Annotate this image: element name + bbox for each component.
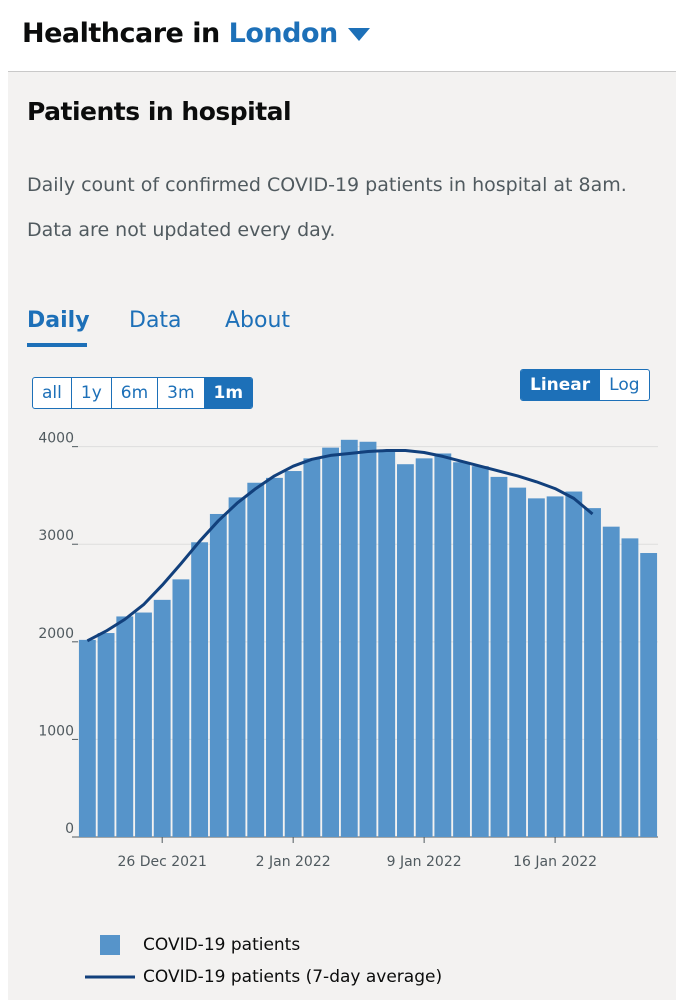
tab-underline [27,343,87,347]
bar [191,542,209,837]
x-tick-label: 16 Jan 2022 [513,854,597,870]
bar [266,477,283,837]
tab[interactable]: Data [129,308,182,333]
location-dropdown[interactable]: London [229,18,370,49]
y-tick-label: 3000 [38,528,74,544]
x-tick-label: 26 Dec 2021 [117,854,206,870]
bar [340,439,358,837]
bar [490,476,508,837]
bar [153,599,171,837]
description: Daily count of confirmed COVID-19 patien… [27,174,627,196]
header-title: Healthcare in [22,18,220,49]
bar [527,498,545,837]
bar [78,639,96,837]
bar [228,497,246,837]
bar [284,471,302,837]
x-tick-label: 2 Jan 2022 [256,854,331,870]
bar [509,487,527,837]
tab[interactable]: Daily [27,308,90,333]
range-button[interactable]: 1y [72,378,112,408]
bar [546,496,564,837]
description: Data are not updated every day. [27,219,336,241]
bar [434,453,452,837]
bar [359,441,377,837]
bar [640,553,658,837]
location[interactable]: London [228,18,339,49]
range-selector: all 1y 6m 3m 1m [32,377,254,409]
x-tick-label: 9 Jan 2022 [387,854,462,870]
y-tick-label: 4000 [38,431,74,447]
bar [602,526,620,837]
average-line [86,449,594,643]
y-tick-label: 2000 [38,626,74,642]
scale-button[interactable]: Log [609,375,640,395]
scale-selector: Linear Log [520,369,650,401]
bar [584,508,601,837]
range-button[interactable]: 1m [204,378,253,408]
page-header: Healthcare in London [22,18,370,49]
chart: 0 1000 2000 3000 4000 26 Dec 2021 2 Jan 2022 9 … [38,431,658,987]
card-title: Patients in hospital [27,97,292,126]
tab[interactable]: About [225,308,291,333]
bar [172,579,190,837]
bar [322,447,339,837]
legend-label: COVID-19 patients [143,935,300,955]
bar [471,466,489,837]
bar [97,633,115,837]
bar [247,482,265,837]
y-tick-label: 0 [65,821,74,837]
legend-label: COVID-19 patients (7-day average) [143,967,442,987]
dropdown-arrow[interactable] [347,28,370,41]
range-button[interactable]: 3m [158,378,205,408]
bar [303,458,321,837]
bar [621,538,639,837]
scale-button[interactable]: Linear [521,370,601,400]
bar [415,458,433,837]
bar [116,616,134,837]
bar [397,464,414,837]
y-tick-label: 1000 [38,723,74,739]
divider [8,71,676,72]
legend-swatch [100,935,120,955]
range-button[interactable]: all [33,378,72,408]
bar [565,491,583,837]
range-button[interactable]: 6m [112,378,159,408]
bar [135,612,152,837]
bar [209,513,227,837]
bar [378,451,396,837]
bar [453,462,470,837]
